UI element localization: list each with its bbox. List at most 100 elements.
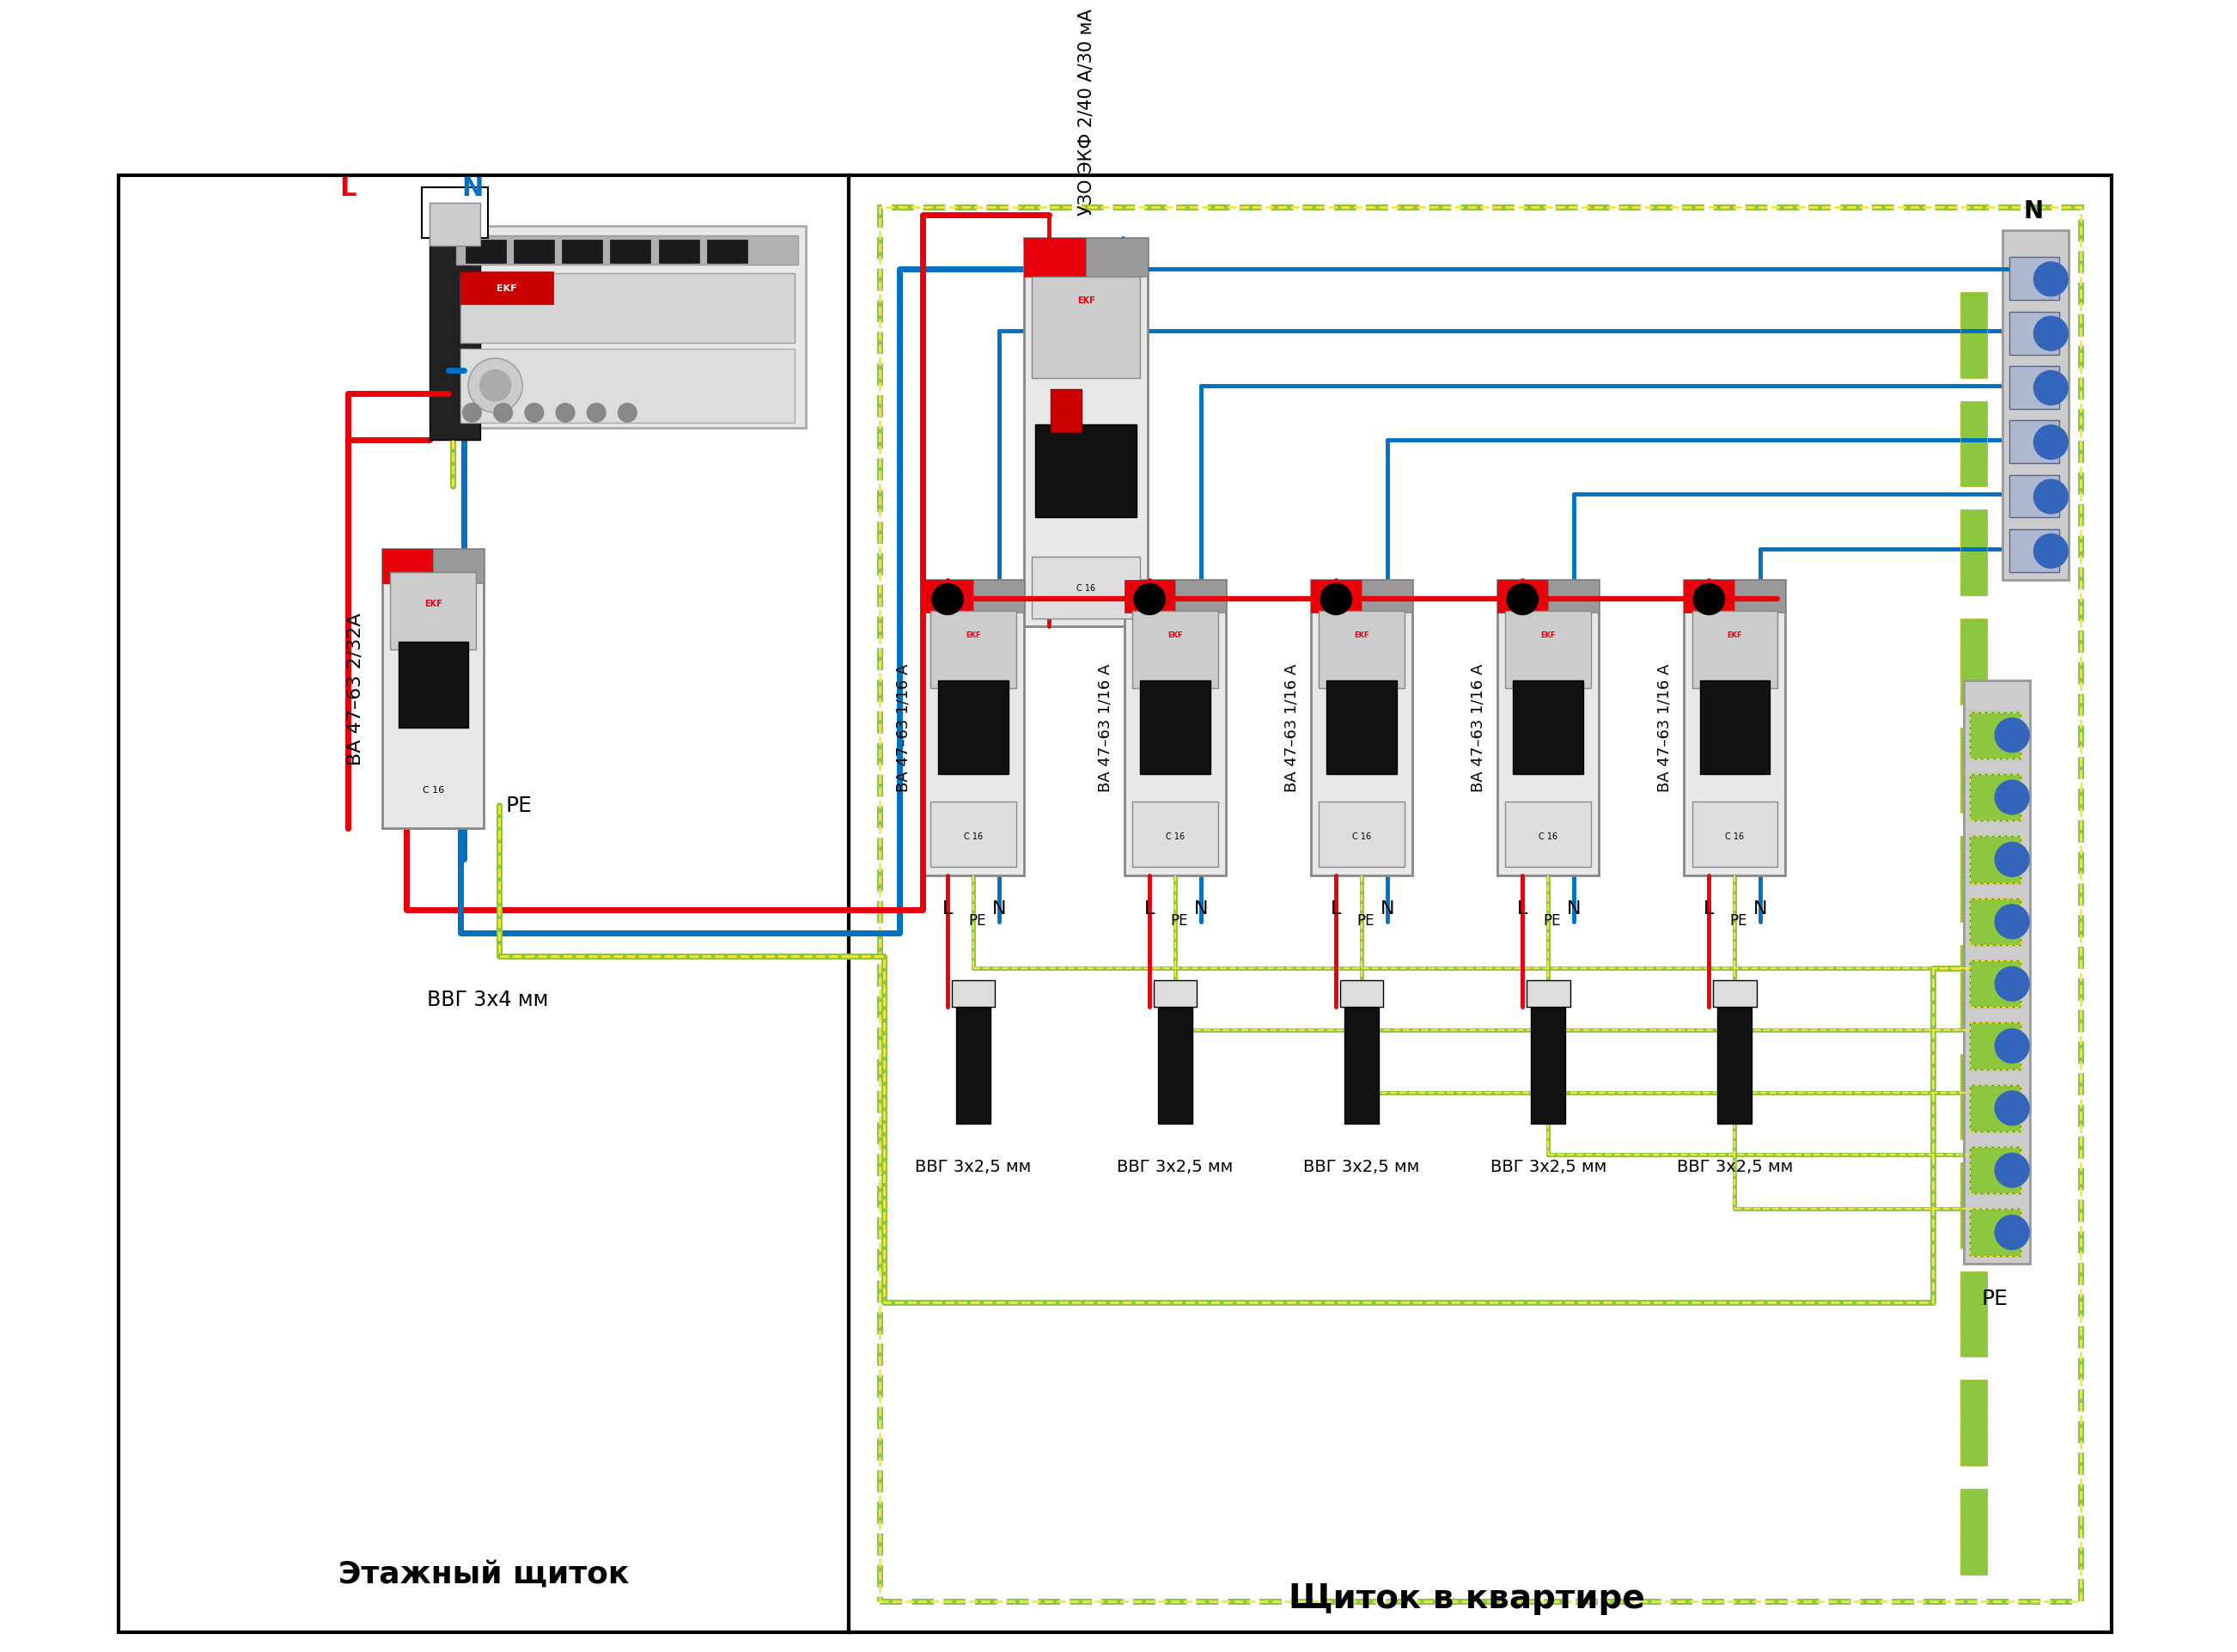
Text: ВВГ 3х2,5 мм: ВВГ 3х2,5 мм xyxy=(1116,1158,1233,1175)
Text: PE: PE xyxy=(1729,912,1747,928)
Bar xyxy=(561,240,602,263)
Bar xyxy=(1960,1272,1986,1356)
Bar xyxy=(658,240,698,263)
Text: EKF: EKF xyxy=(1076,296,1094,306)
Circle shape xyxy=(1995,1029,2029,1064)
Bar xyxy=(1718,1008,1752,1123)
Circle shape xyxy=(1995,843,2029,877)
Bar xyxy=(119,177,848,1632)
Bar xyxy=(1684,580,1785,876)
Text: L: L xyxy=(1705,899,1714,917)
Circle shape xyxy=(479,370,510,401)
Bar xyxy=(1960,836,1986,922)
Bar xyxy=(1971,961,2020,1008)
Circle shape xyxy=(1995,905,2029,938)
Bar xyxy=(461,273,553,304)
Text: Щиток в квартире: Щиток в квартире xyxy=(1289,1581,1644,1614)
Bar xyxy=(2009,367,2060,410)
Text: ВА 47–63 1/16 А: ВА 47–63 1/16 А xyxy=(895,664,910,791)
Text: C 16: C 16 xyxy=(1165,833,1186,841)
Bar xyxy=(1960,292,1986,378)
Text: EKF: EKF xyxy=(1727,631,1743,638)
Bar xyxy=(1125,580,1226,876)
Bar xyxy=(1506,801,1591,867)
Bar xyxy=(1327,681,1396,775)
Circle shape xyxy=(1693,585,1725,615)
Bar xyxy=(1960,292,1986,378)
Circle shape xyxy=(557,405,575,423)
Circle shape xyxy=(1995,781,2029,814)
Circle shape xyxy=(2033,481,2067,514)
Text: EKF: EKF xyxy=(1353,631,1369,638)
Bar xyxy=(1971,836,2020,884)
Bar xyxy=(1971,775,2020,821)
Circle shape xyxy=(1995,966,2029,1001)
Text: ВА 47–63 1/16 А: ВА 47–63 1/16 А xyxy=(1470,664,1485,791)
Bar xyxy=(2002,231,2069,580)
Circle shape xyxy=(1995,1216,2029,1249)
Text: ВА 47–63 2/32А: ВА 47–63 2/32А xyxy=(347,613,365,765)
Bar xyxy=(1971,836,2020,884)
Text: N: N xyxy=(1380,899,1394,917)
Bar xyxy=(1971,1023,2020,1069)
Bar xyxy=(1025,238,1085,278)
Bar xyxy=(461,274,794,344)
Circle shape xyxy=(494,405,512,423)
Text: ВА 47–63 1/16 А: ВА 47–63 1/16 А xyxy=(1658,664,1673,791)
Text: PE: PE xyxy=(1982,1289,2009,1308)
Text: N: N xyxy=(1566,899,1582,917)
Text: EKF: EKF xyxy=(966,631,980,638)
Bar xyxy=(1499,580,1599,876)
Bar xyxy=(1960,1272,1986,1356)
Text: N: N xyxy=(1754,899,1767,917)
Bar xyxy=(1125,580,1174,613)
Bar xyxy=(1499,580,1548,613)
Bar xyxy=(1960,729,1986,813)
Bar xyxy=(1031,557,1141,620)
Bar xyxy=(931,611,1016,689)
Bar xyxy=(951,980,995,1008)
Bar xyxy=(879,208,2080,1601)
Circle shape xyxy=(2033,535,2067,568)
Bar xyxy=(450,226,805,430)
Bar xyxy=(1051,390,1083,433)
Bar xyxy=(937,681,1009,775)
Bar xyxy=(1159,1008,1192,1123)
Circle shape xyxy=(933,585,964,615)
Bar xyxy=(1960,945,1986,1031)
Bar xyxy=(931,801,1016,867)
Bar xyxy=(1340,980,1382,1008)
Bar xyxy=(1960,1488,1986,1574)
Circle shape xyxy=(586,405,606,423)
Bar xyxy=(1960,945,1986,1031)
Bar xyxy=(1684,580,1734,613)
Bar xyxy=(973,580,1025,613)
Bar xyxy=(461,350,794,423)
Bar xyxy=(434,548,483,585)
Bar xyxy=(2009,530,2060,573)
Text: C 16: C 16 xyxy=(1539,833,1557,841)
Bar xyxy=(1960,1054,1986,1140)
Bar xyxy=(1344,1008,1378,1123)
Text: N: N xyxy=(1195,899,1208,917)
Bar xyxy=(430,203,479,246)
Bar xyxy=(1132,611,1217,689)
Bar xyxy=(1971,1085,2020,1132)
Bar xyxy=(1320,801,1405,867)
Bar xyxy=(1971,1209,2020,1256)
Bar xyxy=(1960,1379,1986,1465)
Text: C 16: C 16 xyxy=(964,833,982,841)
Bar xyxy=(1960,1379,1986,1465)
Bar xyxy=(1960,836,1986,922)
Bar xyxy=(1506,611,1591,689)
Text: L: L xyxy=(1331,899,1342,917)
Text: L: L xyxy=(1517,899,1528,917)
Bar xyxy=(611,240,651,263)
Bar xyxy=(515,240,555,263)
Bar xyxy=(1971,961,2020,1008)
Bar xyxy=(1700,681,1769,775)
Bar xyxy=(456,236,799,266)
Bar xyxy=(2009,476,2060,519)
Text: PE: PE xyxy=(1358,912,1374,928)
Bar xyxy=(1031,278,1141,378)
